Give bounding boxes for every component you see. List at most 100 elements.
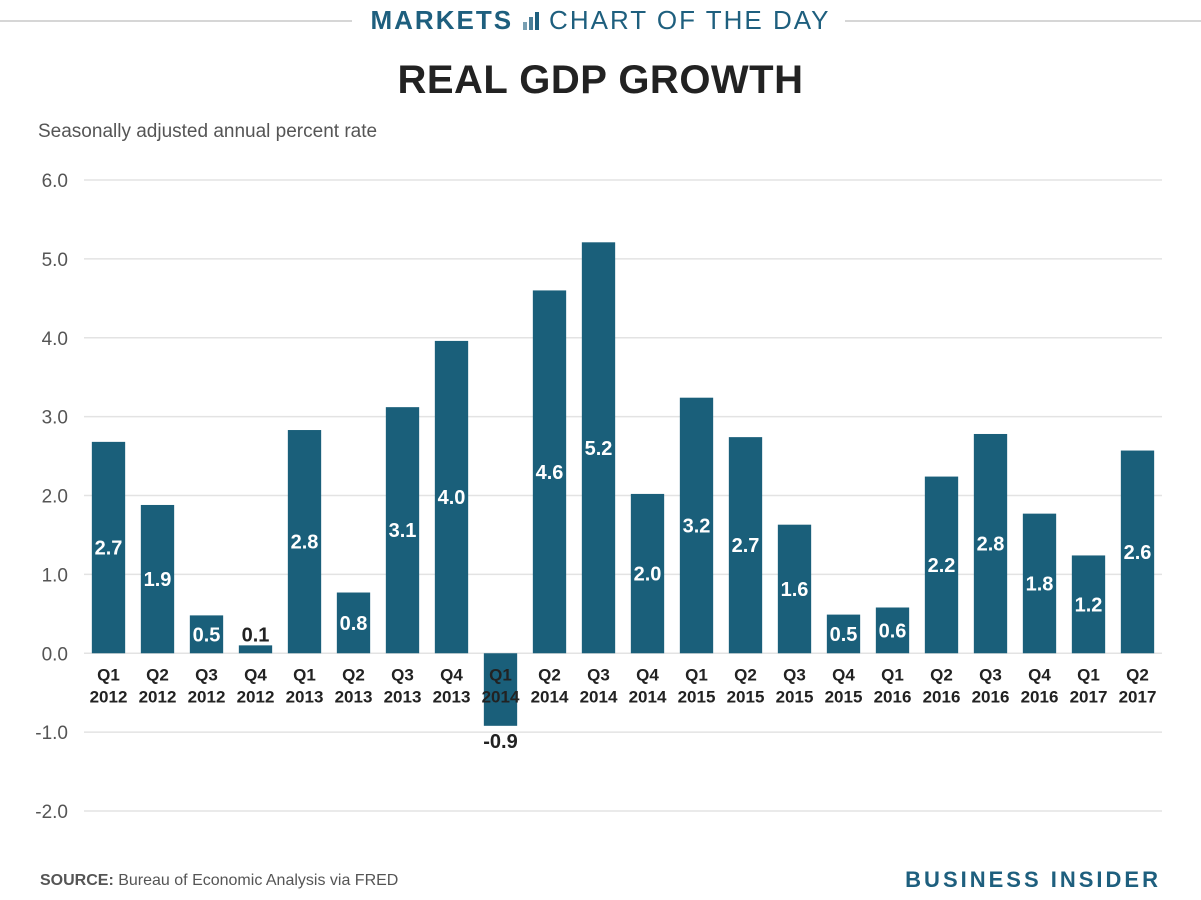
bar: [826, 614, 861, 654]
y-tick-label: 6.0: [42, 171, 68, 192]
data-label: 2.8: [291, 532, 319, 554]
x-tick-year: 2012: [90, 687, 128, 706]
x-tick-year: 2012: [237, 687, 275, 706]
source-line: SOURCE: Bureau of Economic Analysis via …: [40, 872, 398, 890]
bar: [875, 607, 910, 654]
x-tick-quarter: Q3: [587, 665, 610, 684]
x-tick-year: 2013: [286, 687, 324, 706]
data-label: 0.6: [879, 620, 907, 642]
markets-brand: MARKETS: [370, 5, 514, 35]
banner-text: MARKETS CHART OF THE DAY: [0, 5, 1201, 36]
bar: [287, 430, 322, 654]
y-tick-label: 4.0: [42, 329, 68, 350]
x-tick-quarter: Q1: [881, 665, 904, 684]
data-labels: 2.7 1.9 0.5 0.1 2.8 0.8 3.1 4.0 -0.9 4.6 5.2 2.0 3.2…: [95, 438, 1152, 753]
data-label: -0.9: [483, 731, 517, 753]
data-label: 0.5: [193, 624, 221, 646]
bar: [336, 592, 371, 654]
x-tick-year: 2015: [776, 687, 814, 706]
x-tick-quarter: Q1: [293, 665, 316, 684]
x-tick-year: 2015: [727, 687, 765, 706]
data-label: 0.1: [242, 624, 270, 646]
x-tick-quarter: Q2: [538, 665, 561, 684]
data-label: 2.2: [928, 555, 956, 577]
data-label: 3.1: [389, 520, 417, 542]
y-tick-label: -2.0: [35, 802, 68, 823]
data-label: 1.8: [1026, 573, 1054, 595]
data-label: 3.2: [683, 515, 711, 537]
bar: [728, 437, 763, 654]
x-tick-quarter: Q2: [146, 665, 169, 684]
x-tick-quarter: Q3: [195, 665, 218, 684]
x-tick-year: 2012: [139, 687, 177, 706]
bar: [630, 493, 665, 654]
bar: [1022, 513, 1057, 654]
data-label: 2.6: [1124, 542, 1152, 564]
data-label: 1.9: [144, 569, 172, 591]
x-tick-year: 2017: [1070, 687, 1108, 706]
x-tick-quarter: Q1: [685, 665, 708, 684]
x-tick-quarter: Q2: [1126, 665, 1149, 684]
x-tick-quarter: Q2: [734, 665, 757, 684]
data-label: 2.0: [634, 564, 662, 586]
x-tick-quarter: Q4: [636, 665, 659, 684]
bar: [91, 441, 126, 654]
bar: [1120, 450, 1155, 654]
x-tick-year: 2016: [972, 687, 1010, 706]
header-banner: MARKETS CHART OF THE DAY: [0, 0, 1201, 42]
x-tick-quarter: Q2: [930, 665, 953, 684]
source-text: Bureau of Economic Analysis via FRED: [118, 872, 399, 889]
x-tick-quarter: Q1: [489, 665, 512, 684]
bars: [91, 242, 1155, 726]
data-label: 1.6: [781, 579, 809, 601]
x-tick-quarter: Q4: [1028, 665, 1051, 684]
x-tick-year: 2017: [1119, 687, 1157, 706]
data-label: 5.2: [585, 438, 613, 460]
bar: [189, 615, 224, 654]
x-tick-quarter: Q3: [783, 665, 806, 684]
x-tick-year: 2015: [825, 687, 863, 706]
chart-subtitle: Seasonally adjusted annual percent rate: [38, 121, 378, 142]
bar: [434, 340, 469, 654]
data-label: 4.0: [438, 487, 466, 509]
x-tick-quarter: Q3: [979, 665, 1002, 684]
x-tick-quarter: Q3: [391, 665, 414, 684]
chart-of-the-day-label: CHART OF THE DAY: [549, 5, 831, 35]
bar: [777, 524, 812, 654]
data-label: 1.2: [1075, 594, 1103, 616]
bar: [679, 397, 714, 654]
bar: [532, 290, 567, 654]
x-tick-year: 2014: [629, 687, 667, 706]
axis-labels: 6.0 5.0 4.0 3.0 2.0 1.0 0.0 -1.0 -2.0 Q1 2012 Q2 201…: [35, 171, 1156, 823]
y-tick-label: 5.0: [42, 250, 68, 271]
bar: [973, 433, 1008, 654]
data-label: 4.6: [536, 462, 564, 484]
data-label: 2.8: [977, 534, 1005, 556]
y-tick-label: 2.0: [42, 487, 68, 508]
source-label: SOURCE:: [40, 872, 114, 889]
x-tick-year: 2013: [384, 687, 422, 706]
x-tick-year: 2016: [1021, 687, 1059, 706]
bar: [924, 476, 959, 654]
y-tick-label: -1.0: [35, 723, 68, 744]
x-tick-quarter: Q4: [440, 665, 463, 684]
banner-line-right: [845, 20, 1201, 22]
x-tick-year: 2013: [335, 687, 373, 706]
bar: [581, 242, 616, 654]
x-tick-year: 2015: [678, 687, 716, 706]
bar-chart-icon: [523, 12, 540, 30]
bar: [140, 504, 175, 654]
x-tick-year: 2016: [923, 687, 961, 706]
bar: [238, 645, 273, 654]
x-tick-year: 2014: [531, 687, 569, 706]
x-tick-year: 2013: [433, 687, 471, 706]
data-label: 2.7: [95, 538, 123, 560]
data-label: 2.7: [732, 535, 760, 557]
bar: [483, 653, 518, 726]
x-tick-year: 2012: [188, 687, 226, 706]
y-tick-label: 1.0: [42, 565, 68, 586]
x-tick-quarter: Q1: [1077, 665, 1100, 684]
data-label: 0.8: [340, 613, 368, 635]
x-tick-quarter: Q4: [832, 665, 855, 684]
